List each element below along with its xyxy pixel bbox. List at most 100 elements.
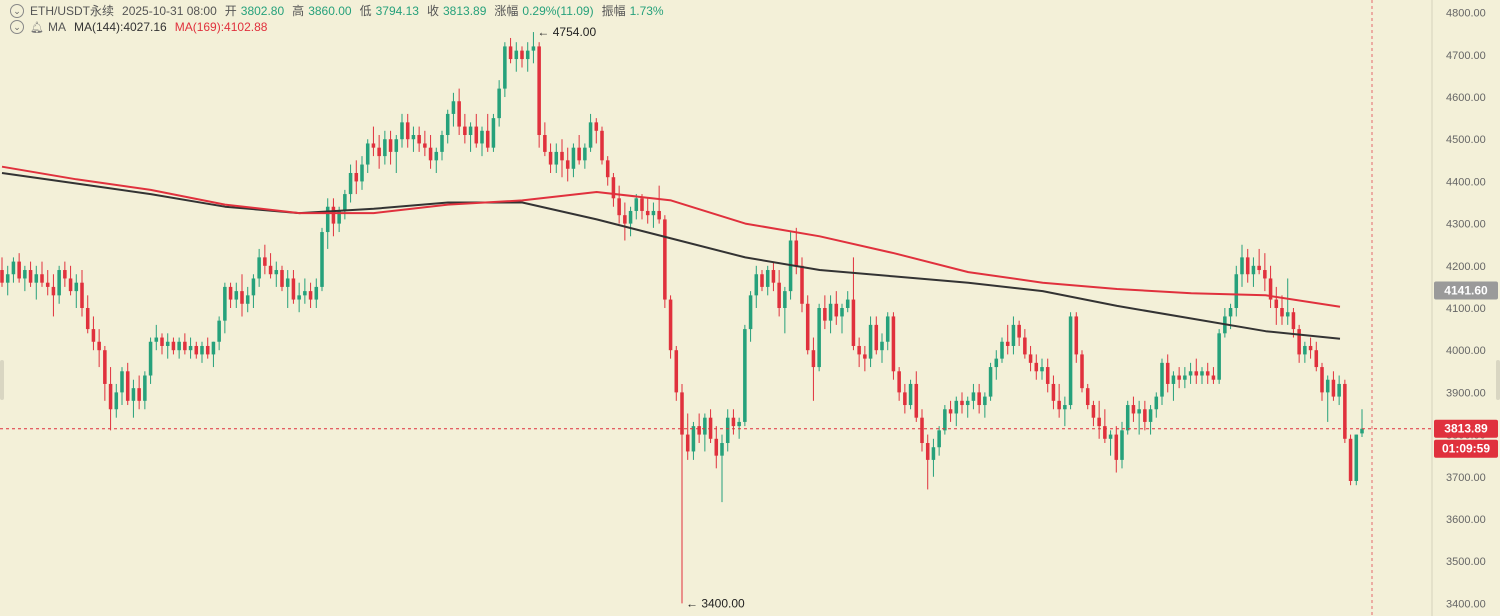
candle-body <box>34 274 39 283</box>
collapse-icon[interactable]: ⌄ <box>10 3 24 18</box>
price-tick-label: 4100.00 <box>1446 303 1486 315</box>
candle-body <box>1045 367 1050 384</box>
candle-body <box>45 282 50 287</box>
candle-body <box>863 354 867 359</box>
candle-body <box>611 177 616 199</box>
open-label: 开 <box>224 4 237 18</box>
candle-body <box>463 126 467 136</box>
price-tick-label: 4700.00 <box>1446 50 1486 62</box>
candle-body <box>1114 434 1119 460</box>
candle-body <box>411 135 416 140</box>
candle-body <box>554 151 559 165</box>
candle-body <box>57 270 61 296</box>
candle-body <box>645 210 650 216</box>
candle-body <box>240 291 244 304</box>
candle-body <box>628 210 633 224</box>
candle-body <box>497 88 501 119</box>
candle-body <box>920 417 924 444</box>
candle-body <box>154 337 159 342</box>
price-tick-label: 4400.00 <box>1446 176 1486 188</box>
candle-body <box>588 122 593 148</box>
candle-body <box>1263 270 1267 279</box>
candle-body <box>251 278 256 296</box>
candle-body <box>1274 299 1279 308</box>
candle-body <box>1205 371 1210 376</box>
candle-body <box>383 139 387 157</box>
candle-body <box>1177 375 1181 380</box>
candle-body <box>108 383 113 410</box>
candle-body <box>268 265 273 275</box>
candle-body <box>651 210 656 216</box>
change-value: 0.29%(11.09) <box>522 3 594 18</box>
price-tick-label: 4500.00 <box>1446 134 1486 146</box>
candle-body <box>971 392 976 401</box>
candle-body <box>577 147 581 161</box>
candle-body <box>743 329 747 422</box>
candle-body <box>988 367 993 397</box>
candle-body <box>1200 371 1204 376</box>
candle-body <box>1085 388 1090 406</box>
candle-body <box>1057 400 1061 410</box>
candle-body <box>183 341 187 351</box>
collapse-icon[interactable]: ⌄ <box>10 20 24 34</box>
candle-body <box>1165 362 1170 384</box>
candle-body <box>908 383 913 406</box>
candle-body <box>1011 324 1016 346</box>
right-panel-handle[interactable] <box>1496 360 1500 400</box>
symbol-label: ETH/USDT永续 <box>30 4 115 18</box>
ma169-value: MA(169):4102.88 <box>174 20 268 34</box>
candle-body <box>777 282 781 308</box>
candle-body <box>423 143 427 148</box>
candle-body <box>811 350 816 368</box>
countdown-badge-bg <box>1434 439 1498 458</box>
left-panel-handle[interactable] <box>0 360 4 400</box>
candle-body <box>1183 375 1187 380</box>
ma169-line <box>1 165 1341 308</box>
candle-body <box>685 434 690 452</box>
candle-body <box>1257 265 1261 271</box>
close-value: 3813.89 <box>443 3 487 18</box>
candle-body <box>194 345 199 355</box>
ohlc-legend: ⌄ ETH/USDT永续 2025-10-31 08:00 开 3802.80 … <box>10 2 664 19</box>
candle-body <box>1234 274 1239 308</box>
candle-body <box>805 303 810 351</box>
candle-body <box>245 295 250 304</box>
candle-body <box>1285 312 1290 317</box>
price-tick-label: 4600.00 <box>1446 92 1486 104</box>
annotations: ← 4754.00 ← 3400.00 <box>537 25 745 610</box>
candle-body <box>263 257 267 266</box>
candle-body <box>337 210 341 224</box>
candle-body <box>1080 354 1084 389</box>
indicator-name[interactable]: MA <box>47 20 66 34</box>
candle-body <box>1343 383 1347 439</box>
candle-body <box>520 50 524 60</box>
candle-body <box>1160 362 1164 397</box>
candle-body <box>994 358 999 368</box>
candle-body <box>428 147 433 161</box>
ma144-line <box>1 172 1341 340</box>
candle-body <box>314 286 319 300</box>
candle-body <box>840 308 844 317</box>
candle-body <box>440 135 444 152</box>
candle-body <box>320 232 324 287</box>
candle-body <box>514 50 519 60</box>
candle-body <box>828 303 833 321</box>
candle-body <box>257 257 261 279</box>
candles <box>0 32 1364 604</box>
candle-body <box>823 308 827 321</box>
price-axis-ticks: 4800.00 4700.00 4600.00 4500.00 4400.00 4300.… <box>1446 8 1486 611</box>
candle-body <box>960 400 964 406</box>
candle-body <box>1297 329 1301 355</box>
datetime-label: 2025-10-31 08:00 <box>122 3 217 18</box>
candle-body <box>1240 257 1244 275</box>
last-price-badge: 3813.89 <box>1444 422 1488 436</box>
candle-body <box>17 261 21 279</box>
candle-body <box>754 274 759 296</box>
amplitude-label: 振幅 <box>601 4 626 18</box>
amplitude-value: 1.73% <box>629 3 664 18</box>
candle-body <box>663 219 667 300</box>
bell-icon[interactable]: 🔔︎ <box>30 21 44 34</box>
candle-body <box>1348 438 1353 481</box>
